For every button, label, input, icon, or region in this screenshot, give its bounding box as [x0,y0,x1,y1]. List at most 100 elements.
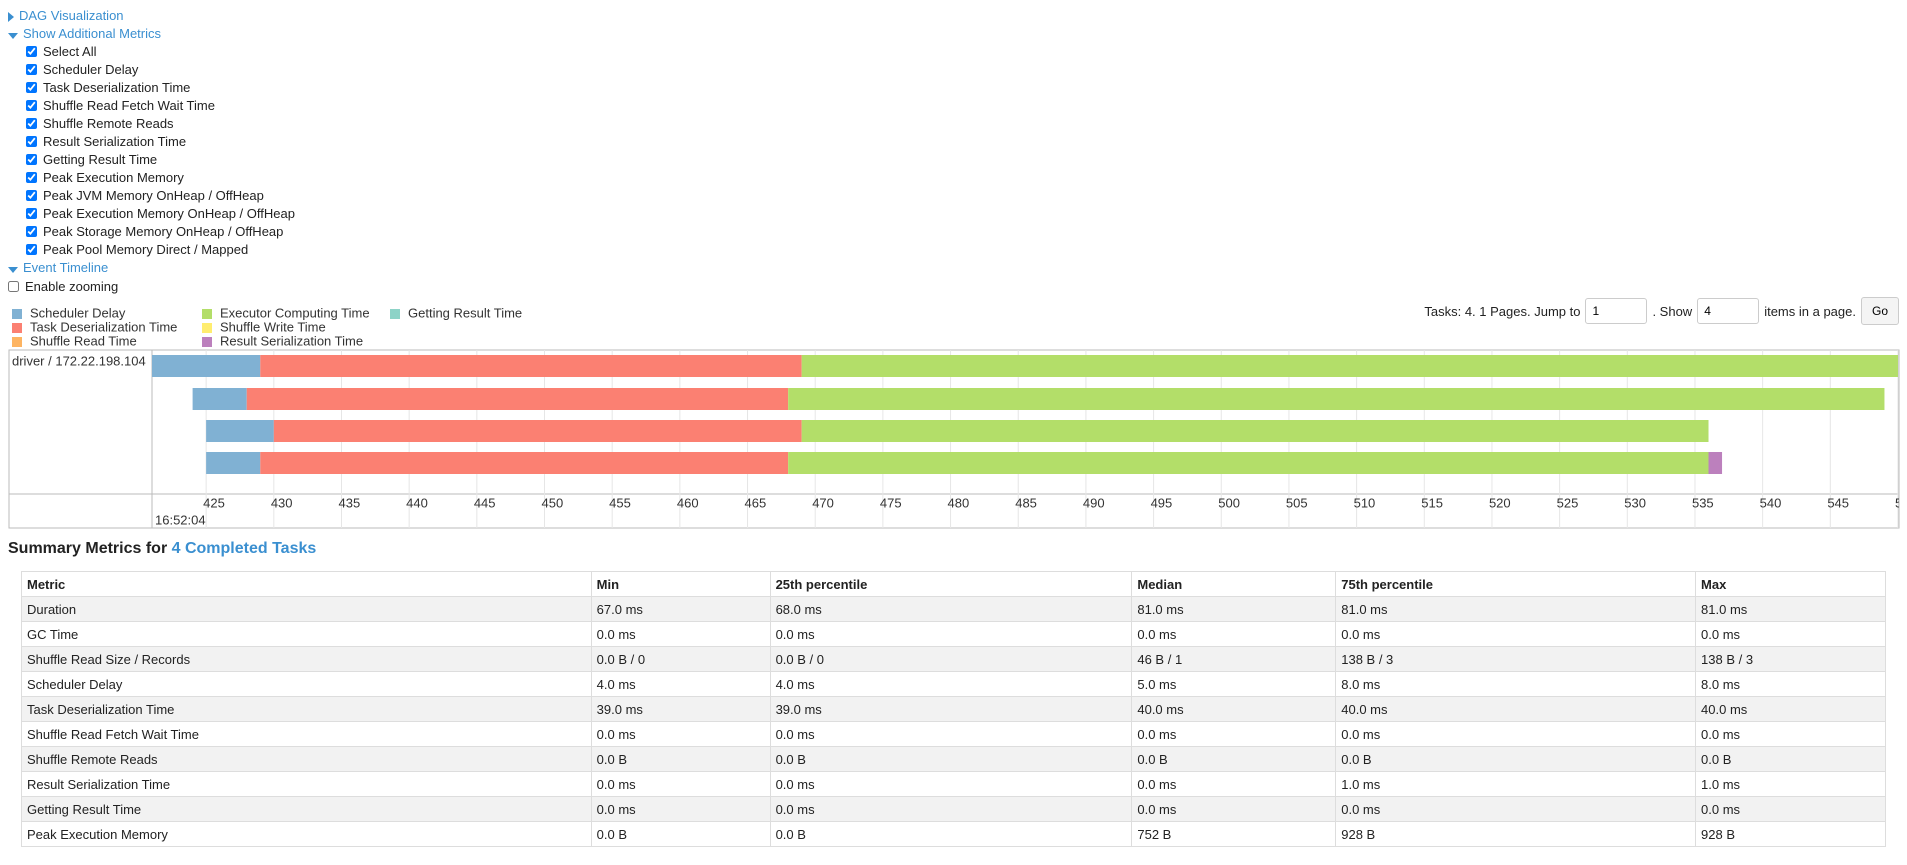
dag-toggle[interactable]: DAG Visualization [8,8,124,23]
metric-value: 138 B / 3 [1695,646,1886,672]
metric-value: 81.0 ms [1131,596,1337,622]
metric-value: 0.0 B [590,746,771,772]
zoom-option[interactable]: Enable zooming [8,279,118,294]
legend-label: Shuffle Read Time [30,333,137,348]
x-tick-label: 450 [542,495,564,510]
metric-option[interactable]: Select All [26,44,96,59]
x-tick-label: 430 [271,495,293,510]
timeline-toggle[interactable]: Event Timeline [8,260,108,275]
metric-value: 81.0 ms [1335,596,1697,622]
metric-option[interactable]: Peak Pool Memory Direct / Mapped [26,242,248,257]
x-tick-label: 435 [338,495,360,510]
metric-option[interactable]: Peak JVM Memory OnHeap / OffHeap [26,188,264,203]
column-header: Metric [21,571,592,597]
metric-option[interactable]: Shuffle Remote Reads [26,116,174,131]
metric-checkbox[interactable] [26,136,37,147]
metric-name: Result Serialization Time [21,771,592,797]
metric-checkbox[interactable] [26,244,37,255]
metric-checkbox[interactable] [26,190,37,201]
summary-prefix: Summary Metrics for [8,540,168,557]
metric-label: Peak Storage Memory OnHeap / OffHeap [43,224,284,239]
metric-value: 0.0 ms [769,771,1133,797]
zoom-label: Enable zooming [25,279,119,294]
metric-value: 0.0 ms [590,621,771,647]
metric-value: 0.0 B / 0 [769,646,1133,672]
metric-checkbox[interactable] [26,118,37,129]
completed-tasks-link[interactable]: 4 Completed Tasks [171,540,317,557]
metric-option[interactable]: Peak Storage Memory OnHeap / OffHeap [26,224,283,239]
metric-option[interactable]: Task Deserialization Time [26,80,190,95]
metric-option[interactable]: Getting Result Time [26,152,157,167]
metric-value: 0.0 B [769,821,1133,847]
x-tick-label: 540 [1760,495,1782,510]
metric-option[interactable]: Result Serialization Time [26,134,186,149]
metric-value: 0.0 ms [590,721,771,747]
metric-label: Peak JVM Memory OnHeap / OffHeap [43,188,264,203]
metric-checkbox[interactable] [26,46,37,57]
metric-checkbox[interactable] [26,82,37,93]
metric-row: Task Deserialization Time 39.0 ms 39.0 ms 4… [21,696,1886,722]
x-tick-label: 510 [1354,495,1376,510]
metric-value: 0.0 ms [1131,621,1337,647]
metric-option[interactable]: Shuffle Read Fetch Wait Time [26,98,215,113]
metric-name: Scheduler Delay [21,671,592,697]
timeline-frame [8,349,1900,529]
task-segment [206,452,261,474]
x-tick-label: 535 [1692,495,1714,510]
metric-value: 138 B / 3 [1335,646,1697,672]
metric-checkbox[interactable] [26,172,37,183]
x-tick-label: 550 [1895,495,1907,510]
metric-value: 0.0 ms [1695,796,1886,822]
metric-row: Duration 67.0 ms 68.0 ms 81.0 ms 81.0 ms 81.0… [21,596,1886,622]
metric-checkbox[interactable] [26,208,37,219]
legend-label: Executor Computing Time [220,305,370,320]
metric-label: Shuffle Remote Reads [43,116,174,131]
metric-option[interactable]: Scheduler Delay [26,62,138,77]
metric-value: 0.0 ms [769,621,1133,647]
metric-checkbox[interactable] [26,154,37,165]
metric-value: 0.0 B [1695,746,1886,772]
metric-value: 39.0 ms [590,696,771,722]
metric-row: Getting Result Time 0.0 ms 0.0 ms 0.0 ms 0.0… [21,796,1886,822]
metrics-toggle[interactable]: Show Additional Metrics [8,26,161,41]
jump-input[interactable] [1585,298,1648,324]
metric-value: 0.0 ms [1131,796,1337,822]
go-button[interactable]: Go [1860,297,1899,325]
metric-label: Result Serialization Time [43,134,187,149]
show-input[interactable] [1697,298,1760,324]
task-segment [273,420,802,442]
metric-checkbox[interactable] [26,226,37,237]
metric-row: Peak Execution Memory 0.0 B 0.0 B 752 B 928 … [21,821,1886,847]
metric-value: 4.0 ms [590,671,771,697]
legend-swatch [12,337,22,347]
metric-name: GC Time [21,621,592,647]
x-tick-label: 460 [677,495,699,510]
metric-name: Getting Result Time [21,796,592,822]
metric-checkbox[interactable] [26,100,37,111]
legend-swatch [12,309,22,319]
metric-value: 1.0 ms [1695,771,1886,797]
metric-option[interactable]: Peak Execution Memory [26,170,184,185]
show-label: . Show [1652,303,1693,319]
column-header: Max [1695,571,1886,597]
task-segment [206,420,274,442]
legend-swatch [202,309,212,319]
zoom-checkbox[interactable] [8,281,19,292]
metric-option[interactable]: Peak Execution Memory OnHeap / OffHeap [26,206,295,221]
task-segment [246,388,789,410]
x-tick-label: 545 [1827,495,1849,510]
pager-prefix: Tasks: 4. 1 Pages. Jump to [1424,303,1581,319]
x-tick-label: 520 [1489,495,1511,510]
metric-label: Scheduler Delay [43,62,139,77]
metric-value: 8.0 ms [1335,671,1697,697]
metric-label: Peak Execution Memory OnHeap / OffHeap [43,206,295,221]
metric-row: Scheduler Delay 4.0 ms 4.0 ms 5.0 ms 8.0 ms 8… [21,671,1886,697]
x-tick-label: 530 [1624,495,1646,510]
metric-name: Duration [21,596,592,622]
metric-label: Peak Execution Memory [43,170,184,185]
legend-swatch [12,323,22,333]
metric-value: 0.0 ms [590,796,771,822]
x-tick-label: 500 [1218,495,1240,510]
metric-checkbox[interactable] [26,64,37,75]
metric-value: 0.0 ms [590,771,771,797]
